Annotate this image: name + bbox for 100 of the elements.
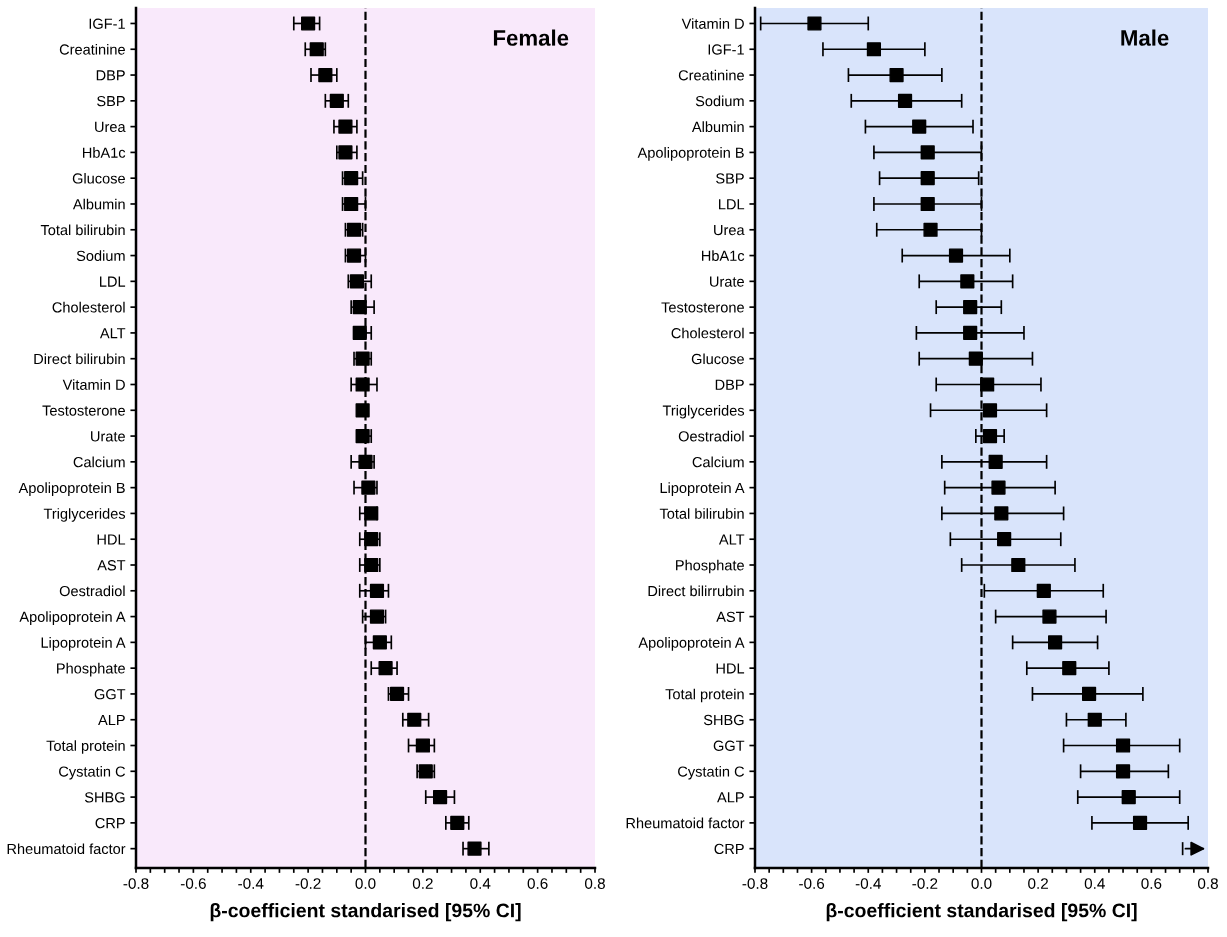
point: [982, 428, 998, 444]
y-tick-label: HDL: [97, 534, 126, 545]
point: [355, 403, 370, 418]
point: [349, 274, 364, 289]
x-tick-label: 0.6: [1141, 878, 1162, 889]
y-tick-label: SHBG: [703, 714, 744, 726]
y-tick-label: Apolipoprotein A: [19, 611, 126, 625]
y-tick-label: CRP: [714, 843, 744, 855]
point: [889, 67, 904, 83]
point: [1081, 686, 1097, 702]
point: [467, 841, 482, 856]
point: [960, 274, 975, 289]
point: [920, 196, 935, 212]
y-tick-label: Apolipoprotein A: [638, 637, 745, 651]
y-tick-label: Total protein: [665, 688, 744, 703]
y-tick-label: Apolipoprotein B: [18, 482, 125, 496]
y-tick-label: Apolipoprotein B: [637, 147, 744, 161]
y-tick-label: ALT: [718, 534, 745, 545]
y-tick-label: Phosphate: [676, 559, 744, 574]
point: [948, 248, 964, 263]
y-tick-label: SHBG: [84, 792, 125, 803]
point: [1121, 789, 1136, 805]
y-tick-label: HbA1c: [83, 147, 126, 158]
y-tick-label: SBP: [716, 173, 744, 184]
point: [364, 532, 379, 547]
point: [338, 145, 353, 160]
y-tick-label: Cystatin C: [59, 766, 126, 780]
point: [1062, 661, 1077, 676]
point: [450, 815, 465, 830]
y-tick-label: Total protein: [46, 740, 125, 754]
point: [355, 377, 370, 392]
x-tick-label: -0.4: [238, 878, 264, 889]
point: [369, 609, 385, 624]
y-tick-label: AST: [97, 560, 126, 571]
point: [369, 583, 385, 598]
y-tick-label: Lipoprotein A: [660, 482, 745, 496]
y-tick-label: Rheumatoid factor: [626, 817, 745, 829]
y-tick-label: ALT: [99, 328, 126, 339]
point: [920, 171, 935, 186]
point: [358, 454, 373, 469]
x-tick-label: 0.4: [470, 878, 491, 889]
point: [309, 42, 324, 57]
x-axis-title: β-coefficient standarised [95% CI]: [826, 903, 1137, 922]
y-tick-label: GGT: [713, 740, 745, 751]
y-tick-label: CRP: [95, 817, 125, 829]
x-tick-label: -0.8: [742, 878, 768, 889]
point: [415, 738, 430, 753]
y-tick-label: Cholesterol: [52, 301, 125, 313]
point: [968, 351, 983, 366]
y-tick-label: Calcium: [692, 456, 744, 468]
point: [866, 42, 882, 57]
y-tick-label: GGT: [94, 689, 126, 700]
point: [1011, 557, 1026, 573]
point: [1036, 583, 1051, 598]
y-tick-label: Total bilirubin: [40, 224, 125, 236]
y-tick-label: Testosterone: [42, 405, 125, 416]
point: [897, 93, 913, 108]
y-tick-label: DBP: [715, 379, 744, 390]
point: [344, 171, 359, 186]
point: [432, 789, 448, 805]
y-tick-label: Lipoprotein A: [41, 637, 126, 651]
y-tick-label: IGF-1: [708, 44, 744, 55]
y-tick-label: Albumin: [691, 121, 744, 133]
y-tick-label: HbA1c: [702, 250, 745, 261]
point: [920, 145, 935, 160]
y-tick-label: SBP: [97, 95, 125, 107]
y-tick-label: Direct bilirrubin: [648, 585, 744, 597]
point: [912, 119, 927, 134]
y-tick-label: Albumin: [72, 198, 125, 210]
x-tick-label: -0.2: [912, 878, 938, 889]
point: [1115, 738, 1131, 753]
point: [963, 300, 978, 315]
y-tick-label: Direct bilirubin: [34, 353, 125, 365]
point: [372, 635, 387, 650]
y-tick-label: Testosterone: [661, 302, 744, 313]
y-tick-label: Urea: [95, 121, 126, 133]
y-tick-label: Triglycerides: [43, 508, 126, 522]
y-tick-label: Cystatin C: [678, 766, 745, 780]
x-tick-label: 0.8: [1197, 878, 1218, 889]
y-tick-label: LDL: [719, 199, 745, 210]
x-tick-label: 0.0: [971, 878, 992, 889]
x-tick-label: -0.4: [855, 878, 881, 889]
point: [1132, 815, 1148, 830]
y-tick-label: Glucose: [72, 172, 125, 184]
point: [361, 480, 376, 495]
y-tick-label: IGF-1: [89, 18, 125, 29]
point: [364, 506, 379, 521]
y-tick-label: ALP: [717, 792, 744, 803]
point: [352, 325, 367, 341]
point: [997, 532, 1012, 547]
y-tick-label: Urea: [714, 225, 745, 236]
point: [988, 454, 1003, 469]
x-tick-label: -0.6: [180, 878, 206, 889]
point: [994, 506, 1009, 521]
point: [1087, 712, 1102, 727]
y-tick-label: Creatinine: [59, 43, 125, 55]
y-tick-label: Vitamin D: [681, 18, 744, 29]
y-tick-label: Glucose: [691, 353, 744, 365]
annotation: Male: [1121, 29, 1169, 46]
point: [963, 325, 978, 341]
